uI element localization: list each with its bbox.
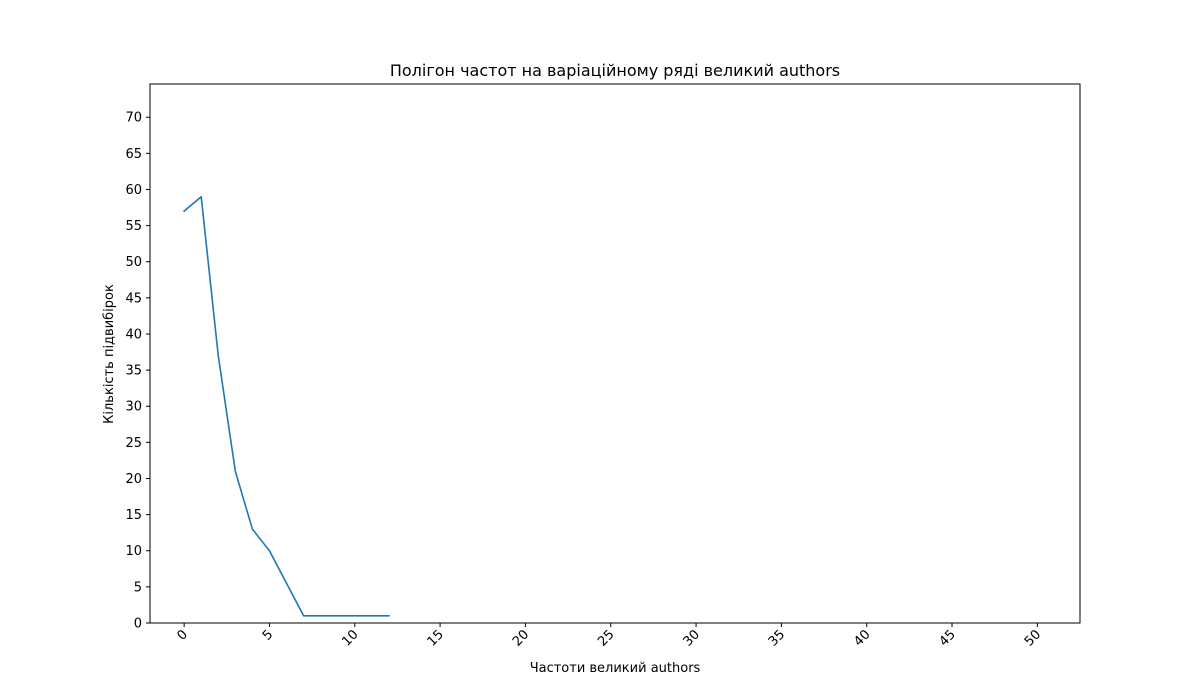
y-tick-label: 60 [125,183,142,198]
x-tick-label: 20 [510,627,532,649]
x-tick-label: 15 [425,627,447,649]
y-axis-label: Кількість підвибірок [102,284,117,424]
y-tick-label: 55 [125,219,142,234]
x-tick-label: 35 [766,627,788,649]
y-tick-label: 15 [125,508,142,523]
series-line-0 [183,195,390,617]
x-axis-label: Частоти великий authors [530,661,701,676]
y-tick-label: 35 [125,364,142,379]
x-tick-label: 25 [595,627,617,649]
x-tick-label: 0 [174,627,190,643]
y-tick-label: 45 [125,291,142,306]
y-tick-label: 30 [125,400,142,415]
y-tick-label: 65 [125,147,142,162]
y-tick-label: 0 [134,617,142,632]
y-tick-label: 5 [134,580,142,595]
y-tick-label: 20 [125,472,142,487]
y-tick-label: 10 [125,544,142,559]
plot-frame [149,83,1081,624]
plot-area: 0 5 10 15 20 25 30 35 40 45 50 55 60 65 70 0 5 10 15 20 25 30… [125,83,1081,650]
x-tick-label: 5 [260,627,276,643]
x-tick-label: 45 [937,627,959,649]
x-tick-label: 10 [339,627,361,649]
y-tick-label: 50 [125,255,142,270]
y-tick-label: 40 [125,327,142,342]
y-tick-label: 70 [125,111,142,126]
x-tick-label: 40 [851,627,873,649]
x-tick-label: 30 [681,627,703,649]
x-tick-label: 50 [1022,627,1044,649]
chart-title: Полігон частот на варіаційному ряді вели… [390,61,840,80]
y-tick-label: 25 [125,436,142,451]
